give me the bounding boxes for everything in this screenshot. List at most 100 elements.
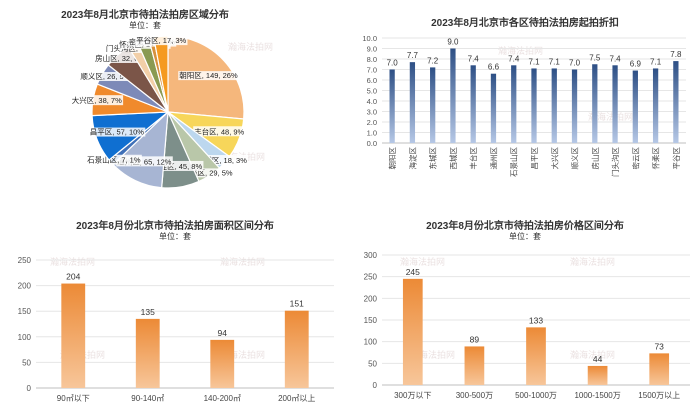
bar-value-label: 7.4 — [508, 54, 520, 63]
y-tick-label: 3.0 — [367, 108, 377, 117]
x-tick-label: 昌平区 — [530, 147, 539, 170]
bar-value-label: 7.7 — [407, 51, 419, 60]
bar — [526, 327, 546, 385]
y-tick-label: 150 — [18, 307, 32, 316]
pie-chart: 朝阳区, 149, 26% 丰台区, 48, 9% 东城区, 18, 3% 西城区, … — [70, 35, 249, 189]
pie-slice-label: 西城区, 29, 5% — [183, 168, 233, 177]
x-tick-label: 房山区 — [590, 147, 600, 170]
bar-value-label: 44 — [593, 354, 603, 364]
bar-value-label: 204 — [66, 272, 80, 282]
pie-slice-label: 房山区, 32, 6% — [95, 53, 145, 63]
chart-subtitle: 单位：套 — [159, 232, 191, 241]
x-tick-label: 西城区 — [449, 147, 458, 170]
bar — [673, 61, 679, 143]
x-tick-label: 丰台区 — [468, 147, 478, 170]
y-tick-label: 9.0 — [367, 45, 377, 54]
y-tick-label: 7.0 — [367, 66, 377, 75]
pie-label-backdrop — [193, 126, 246, 137]
bar — [571, 69, 578, 143]
x-tick-label: 东城区 — [428, 147, 438, 170]
x-tick-label: 300-500万 — [456, 391, 493, 400]
bar-value-label: 7.5 — [589, 53, 601, 62]
x-tick-label: 石景山区 — [509, 147, 519, 177]
pie-slice-label: 石景山区, 7, 1% — [87, 155, 141, 165]
bar-value-label: 6.9 — [630, 60, 642, 69]
y-tick-label: 6.0 — [367, 76, 377, 85]
x-tick-label: 平谷区 — [672, 147, 681, 170]
chart-title: 2023年8月北京市各区待拍法拍房起拍折扣 — [431, 18, 619, 29]
pie-label-backdrop — [135, 36, 188, 46]
x-tick-label: 门头沟区 — [610, 147, 620, 177]
bar-value-label: 89 — [470, 334, 480, 344]
bar — [551, 68, 557, 143]
pie-label-backdrop — [70, 95, 124, 106]
bar — [450, 48, 456, 143]
pie-slice-label: 大兴区, 38, 7% — [72, 95, 122, 105]
bar — [464, 346, 485, 385]
x-tick-label: 怀柔区 — [651, 147, 661, 170]
pie-label-backdrop — [195, 155, 249, 166]
bar — [592, 64, 598, 143]
y-tick-label: 100 — [18, 333, 32, 342]
bar — [61, 283, 86, 388]
bar — [587, 365, 608, 385]
bar-value-label: 94 — [218, 328, 228, 338]
discount-bar-chart: 0.01.02.03.04.05.06.07.08.09.010.07.0朝阳区… — [362, 34, 686, 177]
pie-slice-label: 昌平区, 57, 10% — [90, 128, 145, 137]
bar — [632, 70, 638, 143]
bar — [389, 69, 395, 143]
pie-slice-label: 平谷区, 17, 3% — [136, 36, 186, 45]
chart-title: 2023年8月份北京市待拍法拍房面积区间分布 — [76, 221, 274, 232]
area-bar-chart-panel: 2023年8月份北京市待拍法拍房面积区间分布 单位：套 瀚海法拍网 瀚海法拍网 … — [0, 203, 350, 406]
x-tick-label: 密云区 — [630, 147, 640, 170]
bar-value-label: 7.4 — [610, 54, 622, 63]
x-tick-label: 300万以下 — [394, 391, 431, 400]
price-bar-chart: 0 50 100 150 200 250 300 245 300万以下 89 300-500万 133… — [364, 251, 690, 400]
x-tick-label: 500-1000万 — [515, 391, 557, 400]
bar — [649, 353, 670, 385]
bar-value-label: 6.6 — [488, 63, 500, 72]
y-tick-label: 50 — [22, 358, 31, 367]
chart-title: 2023年8月北京市待拍法拍房区域分布 — [61, 10, 229, 21]
chart-subtitle: 单位：套 — [509, 232, 541, 241]
bar-value-label: 7.8 — [670, 50, 682, 59]
bar-value-label: 135 — [141, 307, 155, 317]
y-tick-label: 200 — [364, 294, 378, 303]
bar-value-label: 151 — [290, 299, 304, 309]
bar — [284, 310, 309, 388]
bar — [652, 68, 659, 143]
pie-slice-label: 顺义区, 26, 5% — [80, 72, 130, 81]
x-tick-label: 顺义区 — [571, 147, 580, 170]
pie-label-backdrop — [178, 71, 239, 81]
x-tick-label: 通州区 — [488, 147, 498, 170]
pie-label-backdrop — [151, 160, 204, 171]
bar-value-label: 245 — [406, 267, 420, 277]
x-tick-label: 朝阳区 — [388, 147, 397, 170]
x-tick-label: 90-140㎡ — [131, 394, 164, 403]
bar-value-label: 7.1 — [549, 57, 561, 66]
bar-value-label: 7.2 — [427, 56, 439, 65]
bar — [210, 339, 235, 388]
bar — [612, 65, 618, 143]
bar — [511, 65, 517, 143]
pie-label-backdrop — [86, 154, 142, 165]
y-tick-label: 0.0 — [367, 139, 377, 148]
pie-slice-label: 东城区, 18, 3% — [197, 155, 247, 165]
chart-title: 2023年8月份北京市待拍法拍房价格区间分布 — [426, 221, 624, 232]
y-tick-label: 2.0 — [367, 118, 377, 127]
y-tick-label: 8.0 — [367, 55, 377, 64]
bar — [490, 73, 497, 143]
pie-slice-label: 通州区, 65, 12% — [117, 156, 172, 166]
y-tick-label: 5.0 — [367, 87, 377, 96]
bar-value-label: 7.0 — [569, 59, 581, 68]
y-tick-label: 0 — [373, 381, 378, 390]
pie-label-backdrop — [116, 156, 173, 167]
pie-slice-label: 朝阳区, 149, 26% — [179, 71, 238, 80]
pie-label-backdrop — [79, 72, 132, 82]
bar-value-label: 73 — [654, 341, 664, 351]
price-bar-chart-panel: 2023年8月份北京市待拍法拍房价格区间分布 单位：套 瀚海法拍网 瀚海法拍网 … — [350, 203, 700, 406]
y-tick-label: 200 — [18, 282, 32, 291]
x-tick-label: 大兴区 — [549, 147, 559, 170]
chart-subtitle: 单位：套 — [129, 21, 161, 30]
bar-value-label: 9.0 — [447, 38, 459, 47]
